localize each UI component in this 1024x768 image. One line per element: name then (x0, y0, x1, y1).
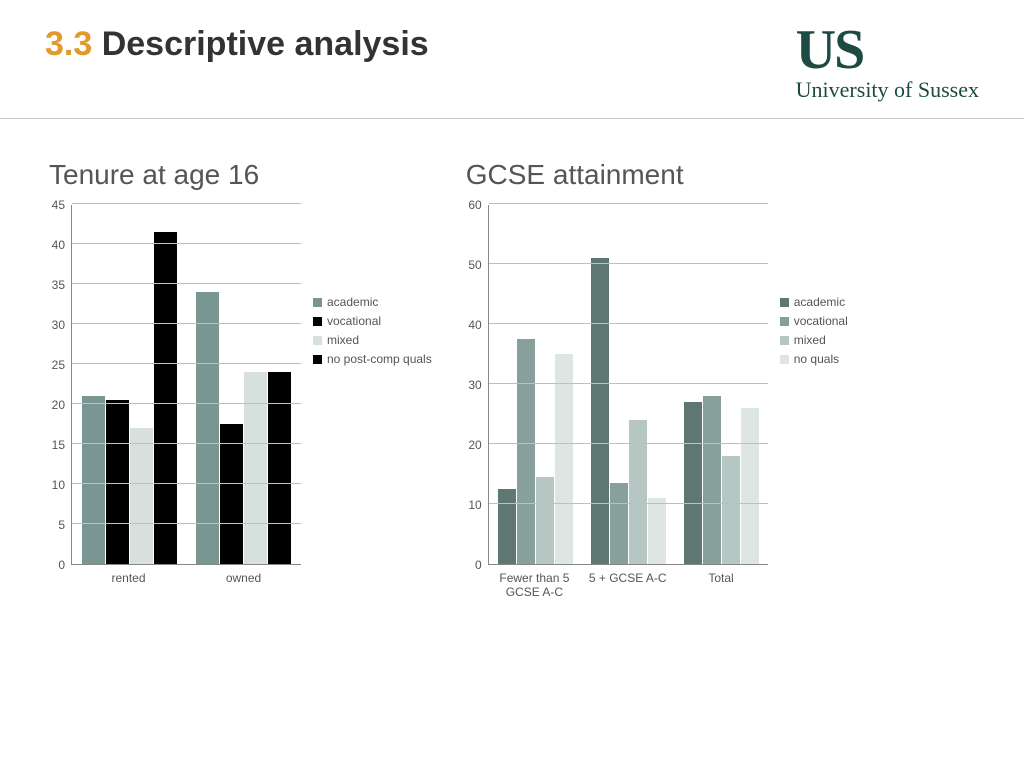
bar-group (591, 258, 666, 564)
gridline (72, 483, 301, 484)
yaxis-right: 0102030405060 (462, 205, 488, 565)
bar (555, 354, 573, 564)
section-title: Descriptive analysis (102, 25, 429, 63)
legend-item: no post-comp quals (313, 352, 432, 366)
bar (244, 372, 267, 564)
legend-label: mixed (327, 333, 359, 347)
bar (722, 456, 740, 564)
legend-item: no quals (780, 352, 848, 366)
legend-swatch (313, 298, 322, 307)
gridline (489, 263, 768, 264)
chart-row-right: 0102030405060 Fewer than 5 GCSE A-C5 + G… (462, 205, 848, 599)
chart-row-left: 051015202530354045 rentedowned academic v… (45, 205, 432, 585)
legend-right: academic vocational mixed no quals (780, 295, 848, 371)
logo-us: US (796, 25, 979, 75)
gridline (72, 363, 301, 364)
plot-right (488, 205, 768, 565)
bar (154, 232, 177, 564)
chart-title-left: Tenure at age 16 (49, 159, 432, 191)
legend-label: academic (327, 295, 378, 309)
legend-item: mixed (780, 333, 848, 347)
header: 3.3 Descriptive analysis US University o… (0, 0, 1024, 118)
bar-groups-right (489, 205, 768, 564)
xtick-label: rented (71, 571, 186, 585)
bar (268, 372, 291, 564)
university-logo: US University of Sussex (796, 25, 979, 103)
bar (703, 396, 721, 564)
legend-left: academic vocational mixed no post-comp qual… (313, 295, 432, 371)
legend-item: academic (313, 295, 432, 309)
gridline (489, 203, 768, 204)
xtick-label: owned (186, 571, 301, 585)
gridline (489, 383, 768, 384)
gridline (72, 203, 301, 204)
legend-swatch (780, 336, 789, 345)
bar (629, 420, 647, 564)
xtick-label: 5 + GCSE A-C (581, 571, 674, 599)
bar-group (498, 339, 573, 564)
gridline (72, 403, 301, 404)
legend-swatch (313, 355, 322, 364)
chart-tenure: Tenure at age 16 051015202530354045 rent… (45, 159, 432, 599)
bar (591, 258, 609, 564)
bar (498, 489, 516, 564)
legend-swatch (313, 336, 322, 345)
legend-item: vocational (313, 314, 432, 328)
gridline (489, 323, 768, 324)
bar-groups-left (72, 205, 301, 564)
bar (741, 408, 759, 564)
gridline (72, 323, 301, 324)
legend-swatch (313, 317, 322, 326)
gridline (72, 443, 301, 444)
xtick-label: Fewer than 5 GCSE A-C (488, 571, 581, 599)
bar (220, 424, 243, 564)
legend-label: vocational (327, 314, 381, 328)
bar (610, 483, 628, 564)
bar (517, 339, 535, 564)
gridline (72, 523, 301, 524)
chart-title-right: GCSE attainment (466, 159, 848, 191)
legend-swatch (780, 317, 789, 326)
xaxis-right: Fewer than 5 GCSE A-C5 + GCSE A-CTotal (488, 571, 768, 599)
xaxis-left: rentedowned (71, 571, 301, 585)
bar (82, 396, 105, 564)
logo-text: University of Sussex (796, 77, 979, 103)
legend-label: mixed (794, 333, 826, 347)
yaxis-left: 051015202530354045 (45, 205, 71, 565)
bar-group (684, 396, 759, 564)
xtick-label: Total (674, 571, 767, 599)
section-number: 3.3 (45, 25, 92, 63)
bar (648, 498, 666, 564)
legend-swatch (780, 355, 789, 364)
gridline (72, 283, 301, 284)
gridline (489, 503, 768, 504)
legend-label: no quals (794, 352, 839, 366)
bar (130, 428, 153, 564)
legend-label: no post-comp quals (327, 352, 432, 366)
bar (106, 400, 129, 564)
legend-label: academic (794, 295, 845, 309)
gridline (72, 243, 301, 244)
chart-gcse: GCSE attainment 0102030405060 Fewer than… (462, 159, 848, 599)
bar-group (82, 232, 177, 564)
legend-swatch (780, 298, 789, 307)
plot-left (71, 205, 301, 565)
charts-container: Tenure at age 16 051015202530354045 rent… (0, 119, 1024, 599)
gridline (489, 443, 768, 444)
legend-label: vocational (794, 314, 848, 328)
page-title: 3.3 Descriptive analysis (45, 25, 429, 64)
bar (684, 402, 702, 564)
legend-item: mixed (313, 333, 432, 347)
bar (536, 477, 554, 564)
legend-item: academic (780, 295, 848, 309)
legend-item: vocational (780, 314, 848, 328)
